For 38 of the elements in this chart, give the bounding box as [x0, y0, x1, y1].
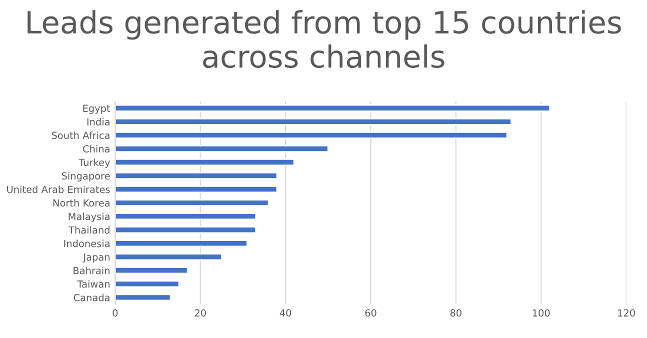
- bar: [115, 186, 278, 194]
- chart-title: Leads generated from top 15 countries across channels: [28, 10, 621, 68]
- y-tick-label: Taiwan: [77, 280, 110, 288]
- y-tick-label: Singapore: [62, 172, 110, 182]
- y-tick-label: Canada: [74, 294, 110, 302]
- bar: [115, 226, 256, 234]
- y-tick-label: China: [83, 145, 110, 153]
- y-tick-label: Malaysia: [68, 212, 110, 222]
- bar: [115, 199, 270, 207]
- x-tick-label: 120: [618, 309, 635, 317]
- bar: [115, 212, 256, 220]
- y-tick-label: Thailand: [68, 226, 110, 234]
- x-tick-label: 40: [280, 309, 292, 317]
- y-tick-label: Indonesia: [64, 240, 110, 248]
- y-tick-label: United Arab Emirates: [7, 186, 110, 194]
- x-tick-label: 80: [450, 309, 462, 317]
- bar: [115, 266, 188, 274]
- bar: [115, 131, 508, 139]
- bar: [115, 144, 329, 152]
- y-tick-label: India: [87, 118, 110, 126]
- y-tick-label: Japan: [82, 253, 110, 263]
- bar: [115, 253, 222, 261]
- x-tick-label: 0: [112, 309, 118, 317]
- y-tick-label: Turkey: [78, 158, 110, 168]
- bar: [115, 104, 550, 112]
- x-tick-label: 100: [532, 309, 550, 317]
- y-tick-label: Bahrain: [74, 266, 110, 274]
- bar: [115, 172, 278, 180]
- x-tick-label: 20: [194, 309, 206, 317]
- y-tick-label: South Africa: [52, 132, 110, 140]
- bar: [115, 118, 512, 126]
- bar: [115, 158, 295, 166]
- y-tick-label: Egypt: [83, 104, 110, 114]
- x-tick-label: 60: [365, 309, 376, 317]
- bar: [115, 294, 172, 302]
- bar: [115, 280, 180, 288]
- y-tick-label: North Korea: [53, 199, 110, 207]
- bar: [115, 240, 248, 248]
